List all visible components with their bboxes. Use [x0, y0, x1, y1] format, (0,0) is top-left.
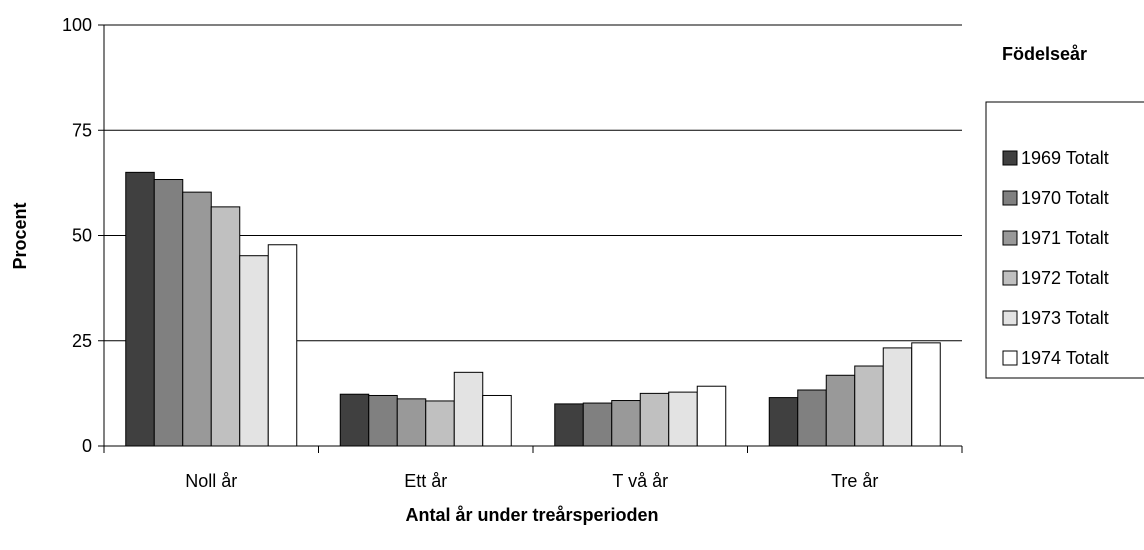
bar	[453, 371, 484, 447]
y-tick-label: 0	[82, 436, 92, 456]
x-tick-labels: Noll år Ett år T vå år Tre år	[103, 446, 963, 491]
bar	[582, 402, 613, 447]
bar	[639, 392, 670, 447]
y-tick-label: 100	[62, 15, 92, 35]
x-tick-label: Noll år	[185, 471, 237, 491]
x-axis-title: Antal år under treårsperioden	[405, 505, 658, 525]
bar	[125, 171, 155, 447]
y-tick-label: 75	[72, 120, 92, 140]
bar	[768, 397, 799, 447]
bar	[153, 179, 184, 447]
bar	[611, 400, 641, 447]
bar	[668, 391, 698, 447]
bar	[482, 394, 512, 447]
legend-swatch	[1002, 350, 1018, 366]
legend-label: 1972 Totalt	[1021, 268, 1109, 288]
x-tick-label: Ett år	[404, 471, 447, 491]
bar	[239, 255, 269, 447]
bar	[911, 342, 941, 447]
x-tick-label: Tre år	[831, 471, 878, 491]
legend-swatch	[1002, 270, 1018, 286]
bar	[425, 400, 455, 447]
legend-label: 1973 Totalt	[1021, 308, 1109, 328]
legend-label: 1974 Totalt	[1021, 348, 1109, 368]
y-tick-label: 25	[72, 331, 92, 351]
gridlines	[104, 24, 962, 342]
legend-swatch	[1002, 150, 1018, 166]
bar	[396, 398, 427, 447]
bar	[554, 403, 584, 447]
legend-swatch	[1002, 190, 1018, 206]
bar	[882, 347, 913, 447]
bar	[696, 385, 727, 447]
bar	[797, 389, 827, 447]
bar	[368, 394, 398, 447]
y-tick-labels: 0 25 50 75 100	[62, 15, 104, 456]
legend-label: 1971 Totalt	[1021, 228, 1109, 248]
legend-label: 1969 Totalt	[1021, 148, 1109, 168]
bar	[182, 191, 212, 447]
legend-title: Födelseår	[1002, 44, 1087, 64]
y-axis-title: Procent	[10, 202, 30, 269]
bars-group	[125, 171, 941, 447]
bar	[854, 365, 884, 447]
bar	[825, 374, 856, 447]
y-tick-label: 50	[72, 226, 92, 246]
bar	[339, 393, 370, 447]
legend-swatch	[1002, 310, 1018, 326]
legend-label: 1970 Totalt	[1021, 188, 1109, 208]
legend-swatch	[1002, 230, 1018, 246]
x-tick-label: T vå år	[612, 471, 668, 491]
bar	[210, 206, 241, 447]
bar	[267, 244, 298, 447]
legend: 1969 Totalt 1970 Totalt 1971 Totalt 1972 To…	[985, 101, 1144, 379]
